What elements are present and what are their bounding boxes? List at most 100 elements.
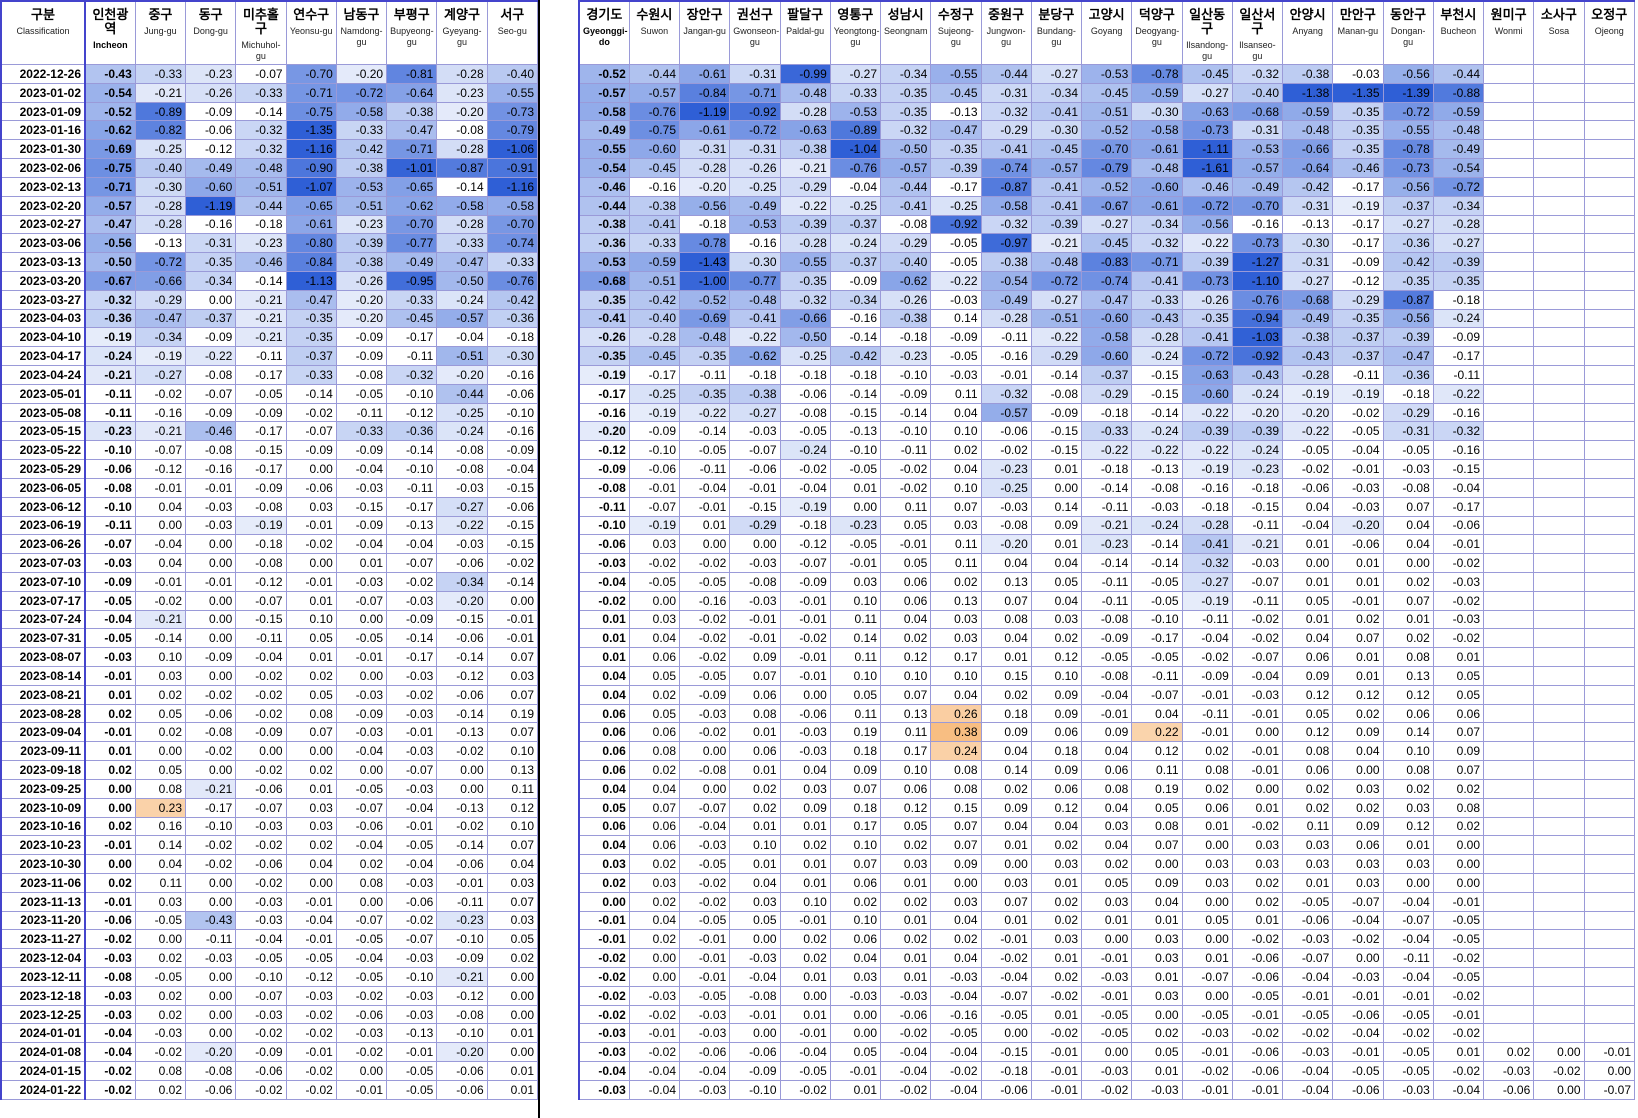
heatmap-cell-incheon: -0.02 bbox=[83, 1061, 136, 1081]
heatmap-cell-gyeonggi-do: 0.04 bbox=[577, 666, 630, 686]
heatmap-cell-ilsandong-gu: 0.01 bbox=[1181, 816, 1233, 837]
heatmap-cell-gyeyang-gu: -0.28 bbox=[436, 139, 488, 160]
heatmap-cell-jungwon-gu: -0.38 bbox=[980, 252, 1032, 272]
heatmap-cell-dongan-gu: 0.01 bbox=[1382, 609, 1434, 630]
heatmap-cell-suwon: 0.04 bbox=[628, 910, 681, 931]
heatmap-cell-anyang: 0.06 bbox=[1281, 647, 1334, 667]
heatmap-cell-seo-gu: 0.07 bbox=[486, 722, 539, 743]
heatmap-cell-seo-gu: -0.16 bbox=[486, 421, 539, 442]
heatmap-cell-goyang: -0.60 bbox=[1080, 346, 1133, 366]
table-row: 2024-01-22 -0.02 0.02 -0.06 -0.02 -0.02 -0.01-… bbox=[0, 1079, 539, 1100]
heatmap-cell-dongan-gu: -0.18 bbox=[1382, 383, 1434, 404]
table-row: -0.02 -0.03 -0.05 -0.08 0.00 -0.03 -0.03 -0.04-… bbox=[577, 985, 1635, 1006]
heatmap-cell-jungwon-gu: -0.32 bbox=[980, 101, 1032, 122]
heatmap-cell-dongan-gu: 0.02 bbox=[1382, 778, 1434, 799]
heatmap-cell-seo-gu: -1.16 bbox=[486, 176, 539, 197]
heatmap-cell-incheon: -0.71 bbox=[83, 176, 136, 197]
heatmap-cell-incheon: 0.01 bbox=[83, 684, 136, 705]
heatmap-cell-deogyang-gu: 0.08 bbox=[1131, 816, 1183, 837]
heatmap-cell-paldal-gu: -0.04 bbox=[779, 477, 831, 498]
heatmap-cell-sosa bbox=[1533, 402, 1585, 423]
heatmap-cell-wonmi bbox=[1482, 609, 1535, 630]
heatmap-cell-seongnam: -0.18 bbox=[879, 327, 932, 348]
heatmap-cell-ilsandong-gu: -0.72 bbox=[1181, 195, 1233, 216]
heatmap-cell-bundang-gu: -0.48 bbox=[1030, 252, 1083, 272]
heatmap-cell-yeongtong-gu: -0.34 bbox=[829, 289, 882, 310]
heatmap-cell-bucheon: 0.05 bbox=[1432, 666, 1485, 686]
heatmap-cell-gyeonggi-do: 0.01 bbox=[577, 609, 630, 630]
column-header-korean: 안양시 bbox=[1289, 7, 1326, 22]
heatmap-cell-ojeong bbox=[1583, 609, 1635, 630]
heatmap-cell-jungwon-gu: -0.25 bbox=[980, 477, 1032, 498]
heatmap-cell-ilsandong-gu: -0.35 bbox=[1181, 308, 1233, 329]
column-header-korean: 계양구 bbox=[444, 7, 480, 22]
heatmap-cell-suwon: 0.05 bbox=[628, 666, 681, 686]
heatmap-cell-gyeyang-gu: -0.22 bbox=[436, 515, 488, 536]
heatmap-cell-seongnam: -0.02 bbox=[879, 459, 932, 479]
heatmap-cell-jung-gu: -0.05 bbox=[134, 967, 187, 987]
heatmap-cell-gyeyang-gu: -0.02 bbox=[436, 741, 488, 762]
heatmap-cell-jungwon-gu: 0.01 bbox=[980, 835, 1032, 856]
row-date: 2023-05-08 bbox=[0, 402, 86, 423]
heatmap-cell-bucheon: -0.18 bbox=[1432, 289, 1485, 310]
heatmap-cell-ojeong bbox=[1583, 666, 1635, 686]
heatmap-cell-ilsanseo-gu: -0.06 bbox=[1231, 1042, 1284, 1063]
heatmap-cell-bundang-gu: -0.02 bbox=[1030, 1023, 1083, 1044]
heatmap-cell-jungwon-gu: -0.32 bbox=[980, 214, 1032, 235]
heatmap-cell-sosa bbox=[1533, 515, 1585, 536]
heatmap-cell-jung-gu: -0.03 bbox=[134, 1023, 187, 1044]
heatmap-cell-jungwon-gu: -0.18 bbox=[980, 1061, 1032, 1081]
heatmap-cell-seo-gu: 0.12 bbox=[486, 797, 539, 818]
row-date: 2024-01-15 bbox=[0, 1061, 86, 1081]
heatmap-cell-ojeong bbox=[1583, 534, 1635, 555]
table-row: 0.01 0.03 -0.02 -0.01 -0.01 0.11 0.04 0.03 0.08 0… bbox=[577, 609, 1635, 630]
heatmap-cell-dong-gu: -0.34 bbox=[185, 270, 237, 291]
heatmap-cell-gyeyang-gu: -0.10 bbox=[436, 1023, 488, 1044]
heatmap-cell-jung-gu: -0.25 bbox=[134, 139, 187, 160]
heatmap-cell-gyeyang-gu: -0.06 bbox=[436, 1061, 488, 1081]
heatmap-cell-gwonseon-gu: -0.01 bbox=[729, 609, 781, 630]
gyeonggi-header-row: 경기도 Gyeonggi-do 수원시 Suwon 장안구 Jangan-gu 권선구 Gwo… bbox=[577, 0, 1635, 65]
heatmap-cell-sujeong-gu: 0.13 bbox=[930, 590, 982, 611]
heatmap-cell-dong-gu: 0.00 bbox=[185, 872, 237, 893]
heatmap-cell-jung-gu: 0.02 bbox=[134, 1079, 187, 1100]
heatmap-cell-deogyang-gu: 0.00 bbox=[1131, 854, 1183, 874]
incheon-table-body: 2022-12-26 -0.43 -0.33 -0.23 -0.07 -0.70 -0.20… bbox=[0, 64, 539, 1100]
heatmap-cell-bucheon: -0.16 bbox=[1432, 402, 1485, 423]
heatmap-cell-bupyeong-gu: -0.77 bbox=[386, 233, 438, 254]
heatmap-cell-gyeyang-gu: -0.14 bbox=[436, 176, 488, 197]
heatmap-cell-goyang: 0.05 bbox=[1080, 872, 1133, 893]
heatmap-cell-ilsandong-gu: 0.00 bbox=[1181, 835, 1233, 856]
heatmap-cell-deogyang-gu: -0.58 bbox=[1131, 120, 1183, 141]
heatmap-cell-ilsandong-gu: -0.22 bbox=[1181, 233, 1233, 254]
heatmap-cell-gyeonggi-do: -0.02 bbox=[577, 985, 630, 1006]
heatmap-cell-michuhol-gu: -0.03 bbox=[235, 891, 287, 912]
heatmap-cell-ilsanseo-gu: -0.31 bbox=[1231, 120, 1284, 141]
heatmap-cell-anyang: 0.12 bbox=[1281, 722, 1334, 743]
heatmap-cell-jangan-gu: -0.02 bbox=[678, 722, 731, 743]
heatmap-cell-bundang-gu: 0.03 bbox=[1030, 609, 1083, 630]
heatmap-cell-deogyang-gu: -0.61 bbox=[1131, 139, 1183, 160]
heatmap-cell-yeongtong-gu: -0.05 bbox=[829, 459, 882, 479]
heatmap-cell-gyeonggi-do: -0.02 bbox=[577, 948, 630, 968]
heatmap-cell-jungwon-gu: 0.14 bbox=[980, 760, 1032, 780]
heatmap-cell-michuhol-gu: -0.02 bbox=[235, 835, 287, 856]
heatmap-cell-ojeong bbox=[1583, 477, 1635, 498]
heatmap-cell-seo-gu: 0.10 bbox=[486, 741, 539, 762]
heatmap-cell-bucheon: -0.39 bbox=[1432, 252, 1485, 272]
heatmap-cell-paldal-gu: -0.06 bbox=[779, 383, 831, 404]
heatmap-cell-sujeong-gu: -0.17 bbox=[930, 176, 982, 197]
heatmap-cell-bupyeong-gu: -0.02 bbox=[386, 910, 438, 931]
heatmap-cell-jangan-gu: -0.28 bbox=[678, 158, 731, 178]
heatmap-cell-manan-gu: 0.01 bbox=[1332, 571, 1384, 592]
heatmap-cell-bupyeong-gu: -0.03 bbox=[386, 948, 438, 968]
heatmap-cell-jung-gu: 0.05 bbox=[134, 703, 187, 724]
table-row: 2023-04-17 -0.24 -0.19 -0.22 -0.11 -0.37 -0.09… bbox=[0, 346, 539, 366]
heatmap-cell-goyang: 0.06 bbox=[1080, 760, 1133, 780]
heatmap-cell-sujeong-gu: -0.04 bbox=[930, 985, 982, 1006]
heatmap-cell-paldal-gu: 0.01 bbox=[779, 872, 831, 893]
heatmap-cell-paldal-gu: -0.04 bbox=[779, 1042, 831, 1063]
heatmap-cell-jung-gu: -0.21 bbox=[134, 82, 187, 103]
heatmap-cell-dong-gu: 0.00 bbox=[185, 1004, 237, 1025]
heatmap-cell-sujeong-gu: -0.02 bbox=[930, 1061, 982, 1081]
